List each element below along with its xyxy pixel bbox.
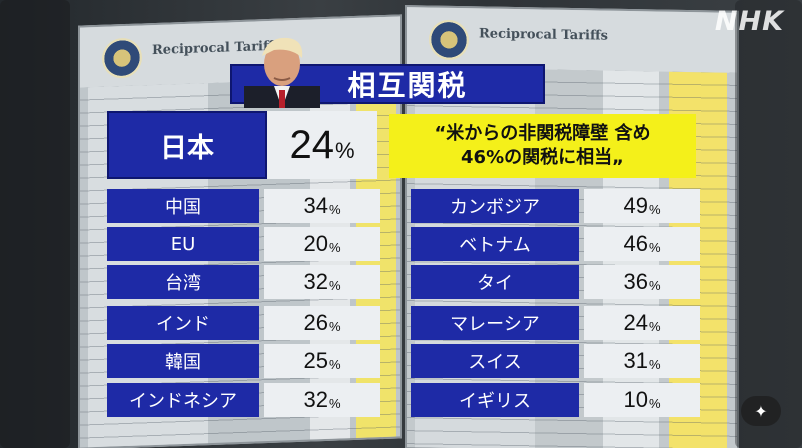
tariff-rate-unit: %	[648, 277, 661, 293]
country-label: カンボジア	[411, 189, 579, 223]
headline-rate-value: 24	[289, 122, 334, 167]
tariff-rate-unit: %	[648, 239, 661, 255]
tariff-rate-value: 25	[303, 348, 328, 373]
speaker-portrait	[244, 37, 320, 108]
tariff-rate: 46%	[584, 227, 700, 261]
tariff-rate-unit: %	[648, 395, 661, 411]
tariff-rate: 10%	[584, 383, 700, 417]
tariff-row: ベトナム 46%	[411, 227, 700, 261]
tariff-rate-value: 49	[623, 193, 648, 218]
tariff-rate: 49%	[584, 189, 700, 223]
tariff-rate-value: 24	[623, 310, 648, 335]
tariff-row: 韓国 25%	[107, 344, 380, 378]
country-label: EU	[107, 227, 259, 261]
quote-line-2: 46%の関税に相当„	[461, 147, 624, 168]
tariff-row: 中国 34%	[107, 189, 380, 223]
tariff-rate: 20%	[264, 227, 380, 261]
tariff-rate: 36%	[584, 265, 700, 299]
magic-wand-icon[interactable]: ✦	[741, 396, 781, 426]
tariff-rate: 32%	[264, 265, 380, 299]
tariff-rate-unit: %	[328, 277, 341, 293]
tariff-rate: 25%	[264, 344, 380, 378]
tariff-rate-unit: %	[648, 318, 661, 334]
tariff-rate-unit: %	[328, 395, 341, 411]
country-label: タイ	[411, 265, 579, 299]
tariff-rate-unit: %	[328, 356, 341, 372]
tariff-row: カンボジア 49%	[411, 189, 700, 223]
tariff-row: インドネシア 32%	[107, 383, 380, 417]
tariff-rate-value: 34	[303, 193, 328, 218]
quote-line-1: “米からの非関税障壁 含め	[434, 123, 651, 144]
tariff-row: タイ 36%	[411, 265, 700, 299]
country-label: 韓国	[107, 344, 259, 378]
tariff-row: インド 26%	[107, 306, 380, 340]
tariff-rate: 31%	[584, 344, 700, 378]
tariff-row: マレーシア 24%	[411, 306, 700, 340]
tariff-rate-value: 32	[303, 387, 328, 412]
headline-country: 日本	[107, 111, 267, 179]
country-label: マレーシア	[411, 306, 579, 340]
tariff-row: イギリス 10%	[411, 383, 700, 417]
tariff-rate-value: 31	[623, 348, 648, 373]
tariff-rate-unit: %	[328, 318, 341, 334]
nhk-logo: NHK	[714, 6, 784, 37]
headline-japan: 日本 24%	[107, 111, 377, 179]
tariff-rate-value: 10	[623, 387, 648, 412]
tariff-rate-unit: %	[648, 201, 661, 217]
country-label: イギリス	[411, 383, 579, 417]
headline-rate-unit: %	[334, 138, 355, 163]
headline-rate: 24%	[267, 111, 377, 179]
tariff-row: 台湾 32%	[107, 265, 380, 299]
presidential-seal-icon	[429, 19, 469, 61]
tariff-rate-value: 36	[623, 269, 648, 294]
tariff-rate: 34%	[264, 189, 380, 223]
tariff-rate-unit: %	[648, 356, 661, 372]
tariff-rate-value: 20	[303, 231, 328, 256]
tariff-rate: 32%	[264, 383, 380, 417]
tariff-rate-value: 46	[623, 231, 648, 256]
country-label: ベトナム	[411, 227, 579, 261]
tariff-row: スイス 31%	[411, 344, 700, 378]
headline-quote: “米からの非関税障壁 含め 46%の関税に相当„	[389, 114, 696, 178]
tariff-rate-unit: %	[328, 201, 341, 217]
tariff-rate: 26%	[264, 306, 380, 340]
country-label: スイス	[411, 344, 579, 378]
tariff-rate-value: 32	[303, 269, 328, 294]
tariff-rate: 24%	[584, 306, 700, 340]
country-label: 中国	[107, 189, 259, 223]
country-label: インドネシア	[107, 383, 259, 417]
tariff-rate-value: 26	[303, 310, 328, 335]
tariff-rate-unit: %	[328, 239, 341, 255]
country-label: 台湾	[107, 265, 259, 299]
tariff-row: EU 20%	[107, 227, 380, 261]
country-label: インド	[107, 306, 259, 340]
